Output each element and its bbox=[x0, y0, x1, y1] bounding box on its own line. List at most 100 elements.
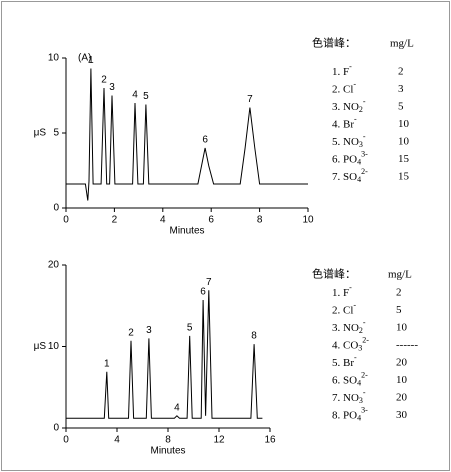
peak-label: 6 bbox=[202, 135, 208, 146]
ion: 1. F bbox=[332, 287, 349, 299]
ion-superscript: - bbox=[353, 300, 356, 309]
concentration: 15 bbox=[398, 153, 410, 165]
ion-superscript: 3- bbox=[361, 149, 368, 158]
ion-name: 2. Cl- bbox=[332, 300, 356, 316]
ion: 7. SO bbox=[332, 171, 357, 183]
trace bbox=[66, 68, 308, 201]
ion-superscript: - bbox=[349, 283, 352, 292]
x-tick-label: 0 bbox=[63, 435, 69, 446]
ion: 4. CO bbox=[332, 339, 358, 351]
ion: 6. PO bbox=[332, 153, 357, 165]
concentration: 5 bbox=[398, 101, 404, 113]
ion: 4. Br bbox=[332, 118, 354, 130]
y-tick-label: 0 bbox=[53, 423, 59, 434]
concentration: 3 bbox=[398, 83, 404, 95]
ion: 2. Cl bbox=[332, 83, 353, 95]
ion: 2. Cl bbox=[332, 304, 353, 316]
x-tick-label: 4 bbox=[114, 435, 120, 446]
ion-name: 5. Br- bbox=[332, 353, 357, 369]
legend-header: 色谱峰： bbox=[312, 36, 356, 50]
peak-label: 1 bbox=[88, 55, 94, 66]
ion-superscript: - bbox=[363, 318, 366, 327]
y-tick-label: 0 bbox=[53, 203, 59, 214]
concentration: 30 bbox=[396, 409, 408, 421]
ion-name: 6. SO42- bbox=[332, 370, 368, 387]
ion-superscript: - bbox=[354, 114, 357, 123]
ion-name: 7. NO3- bbox=[332, 388, 366, 405]
y-tick-label: 5 bbox=[53, 128, 59, 139]
peak-label: 6 bbox=[200, 287, 206, 298]
y-tick-label: 10 bbox=[48, 53, 60, 64]
legend-header: 色谱峰： bbox=[312, 267, 356, 281]
ion-subscript: 3 bbox=[359, 396, 363, 405]
x-tick-label: 16 bbox=[264, 435, 276, 446]
peak-label: 3 bbox=[109, 82, 115, 93]
x-tick-label: 12 bbox=[213, 435, 225, 446]
concentration: 20 bbox=[396, 357, 408, 369]
annotation: (A) bbox=[78, 53, 91, 64]
y-axis-label: μS bbox=[34, 341, 47, 352]
x-axis-label: Minutes bbox=[150, 446, 185, 457]
ion-subscript: 4 bbox=[357, 413, 361, 422]
concentration: ------ bbox=[396, 339, 418, 351]
ion-name: 8. PO43- bbox=[332, 405, 368, 422]
trace bbox=[66, 290, 263, 419]
x-axis-label: Minutes bbox=[169, 226, 204, 237]
x-tick-label: 8 bbox=[165, 435, 171, 446]
peak-label: 2 bbox=[128, 327, 134, 338]
ion-subscript: 2 bbox=[359, 105, 363, 114]
ion-name: 6. PO43- bbox=[332, 149, 368, 166]
ion-superscript: - bbox=[363, 97, 366, 106]
y-tick-label: 10 bbox=[48, 341, 60, 352]
x-tick-label: 8 bbox=[257, 215, 263, 226]
ion: 5. Br bbox=[332, 357, 354, 369]
ion-superscript: - bbox=[363, 132, 366, 141]
ion: 1. F bbox=[332, 66, 349, 78]
peak-label: 8 bbox=[251, 331, 257, 342]
ion-subscript: 4 bbox=[357, 175, 361, 184]
ion-superscript: 2- bbox=[362, 335, 369, 344]
ion-name: 4. Br- bbox=[332, 114, 357, 130]
ion: 3. NO bbox=[332, 101, 359, 113]
ion-name: 7. SO42- bbox=[332, 167, 368, 184]
concentration: 15 bbox=[398, 171, 410, 183]
ion-superscript: - bbox=[363, 388, 366, 397]
ion-subscript: 3 bbox=[358, 343, 362, 352]
ion-name: 3. NO2- bbox=[332, 97, 366, 114]
legend-header: mg/L bbox=[390, 38, 414, 50]
ion-name: 1. F- bbox=[332, 62, 352, 78]
ion: 8. PO bbox=[332, 409, 357, 421]
concentration: 5 bbox=[396, 304, 402, 316]
peak-label: 7 bbox=[247, 94, 253, 105]
x-tick-label: 6 bbox=[208, 215, 214, 226]
peak-label: 3 bbox=[146, 325, 152, 336]
ion-name: 1. F- bbox=[332, 283, 352, 299]
x-tick-label: 4 bbox=[160, 215, 166, 226]
x-tick-label: 10 bbox=[302, 215, 314, 226]
x-tick-label: 2 bbox=[112, 215, 118, 226]
ion-superscript: - bbox=[349, 62, 352, 71]
concentration: 10 bbox=[398, 136, 410, 148]
y-axis-label: μS bbox=[34, 128, 47, 139]
ion-subscript: 4 bbox=[357, 157, 361, 166]
ion-subscript: 2 bbox=[359, 326, 363, 335]
concentration: 10 bbox=[398, 118, 410, 130]
concentration: 2 bbox=[396, 287, 402, 299]
x-tick-label: 0 bbox=[63, 215, 69, 226]
ion-superscript: - bbox=[353, 79, 356, 88]
ion-superscript: 2- bbox=[361, 370, 368, 379]
concentration: 2 bbox=[398, 66, 404, 78]
ion-name: 5. NO3- bbox=[332, 132, 366, 149]
ion-name: 2. Cl- bbox=[332, 79, 356, 95]
ion: 7. NO bbox=[332, 392, 359, 404]
ion: 5. NO bbox=[332, 136, 359, 148]
peak-label: 1 bbox=[104, 358, 110, 369]
peak-label: 5 bbox=[143, 91, 149, 102]
ion-name: 3. NO2- bbox=[332, 318, 366, 335]
concentration: 20 bbox=[396, 392, 408, 404]
ion: 3. NO bbox=[332, 322, 359, 334]
legend-header: mg/L bbox=[388, 269, 412, 281]
ion-superscript: 3- bbox=[361, 405, 368, 414]
ion-subscript: 4 bbox=[357, 378, 361, 387]
